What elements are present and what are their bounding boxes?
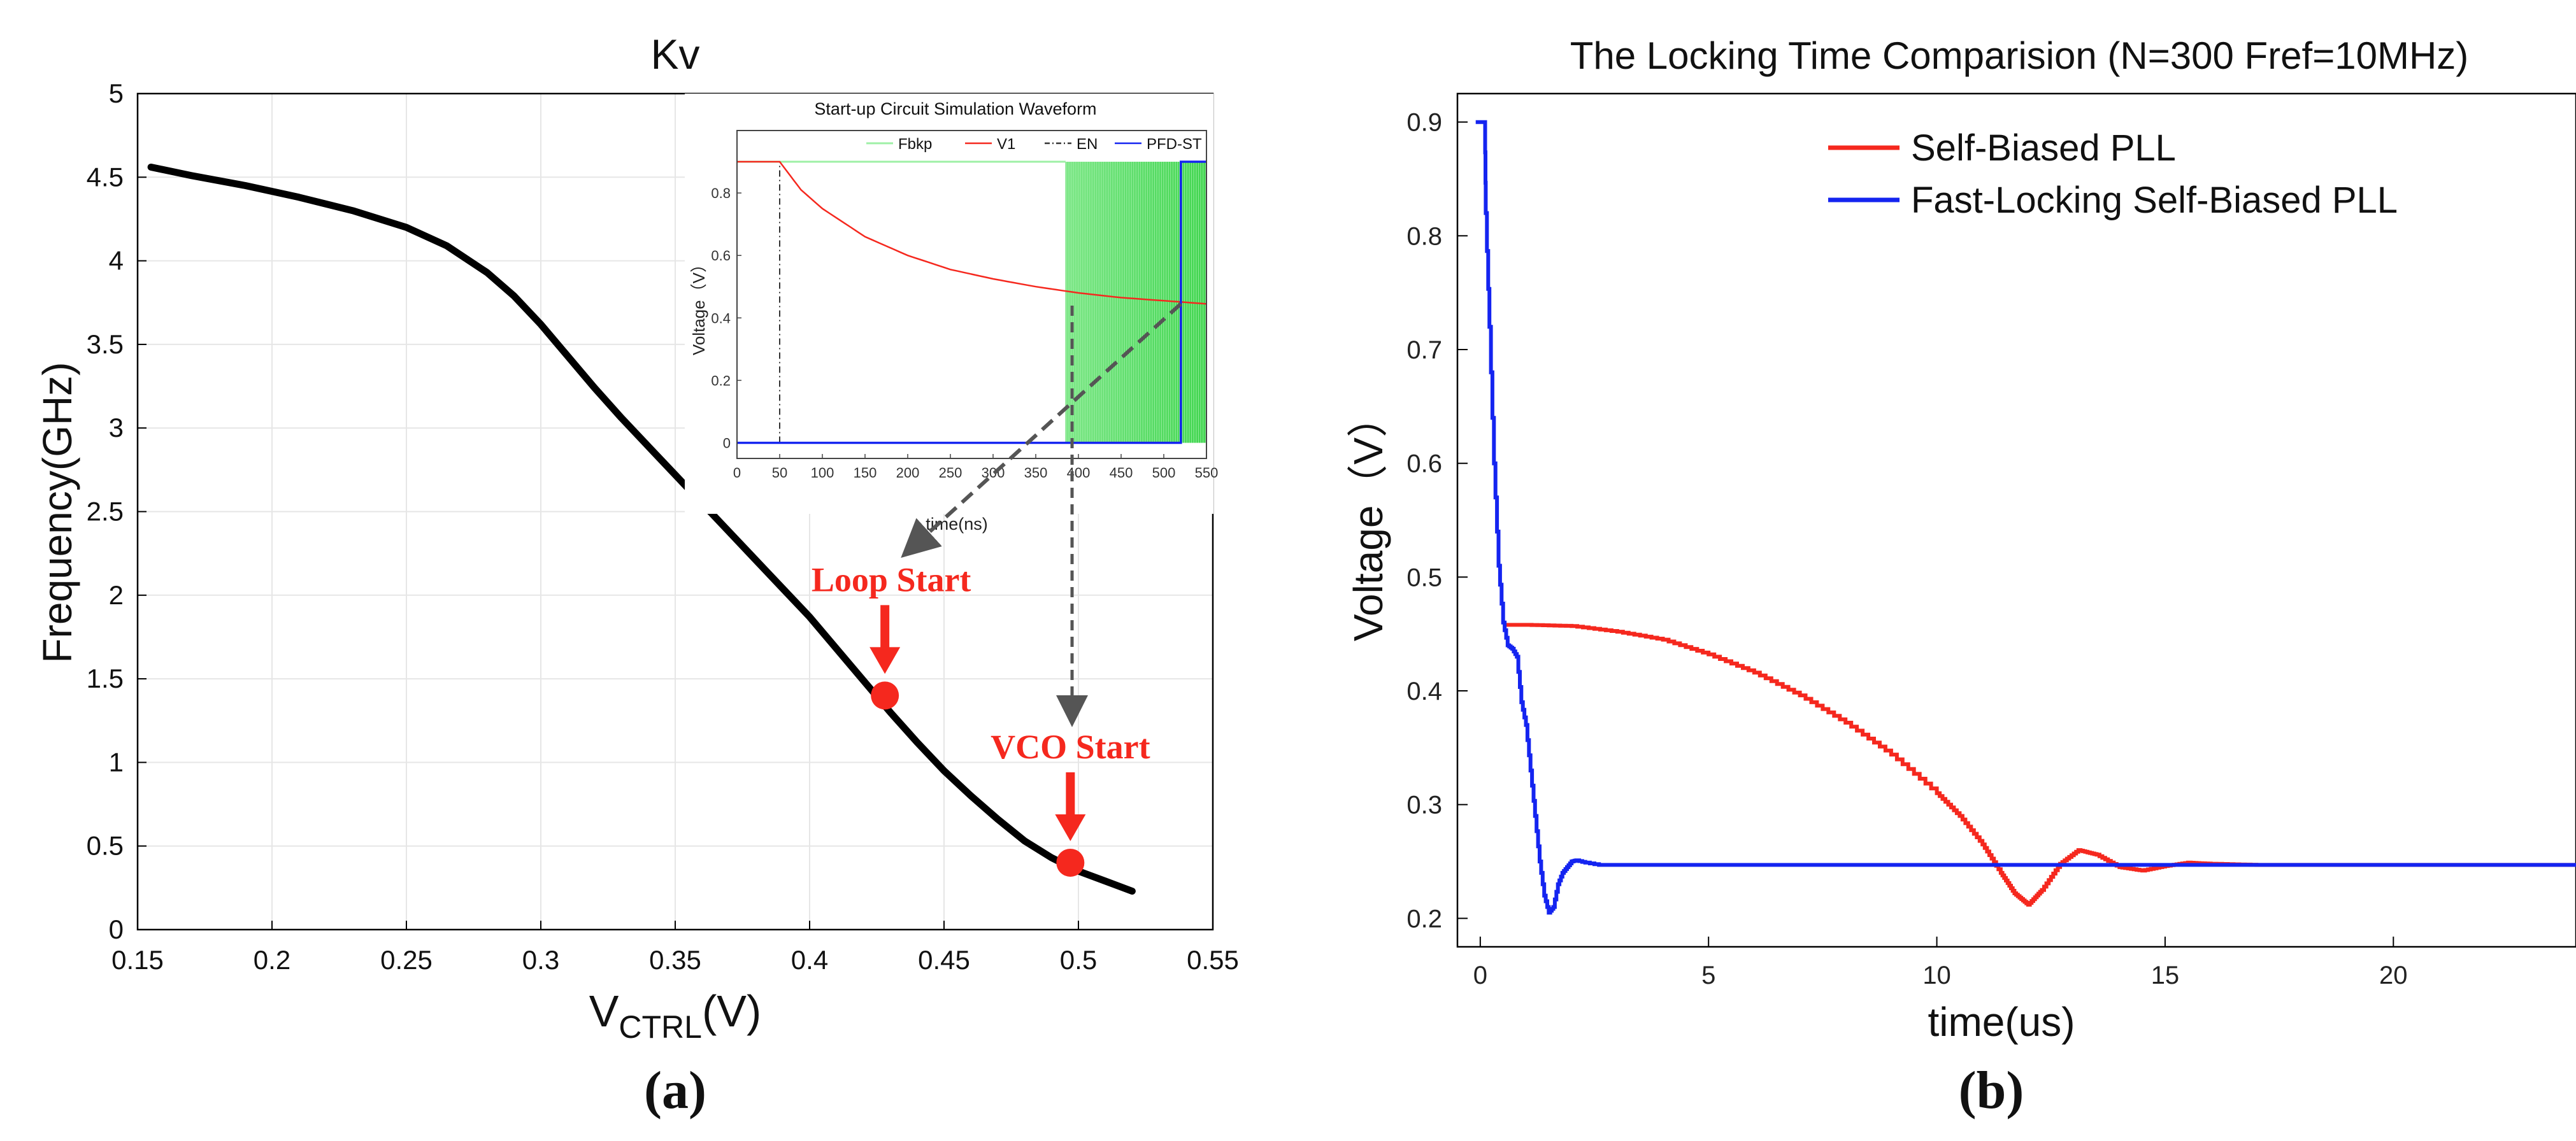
inset-x-tick-label: 100 [811,465,834,481]
v1-line [737,160,1207,305]
x-axis-label-subscript: CTRL [619,1009,702,1045]
kv-curve [147,164,1136,895]
inset-x-tick-label: 500 [1152,465,1176,481]
x-tick-label: 0.45 [918,945,970,975]
x-tick-label: 0.5 [1060,945,1097,975]
inset-x-tick-label: 200 [896,465,920,481]
x-tick-label: 0.15 [111,945,164,975]
y-tick-label: 0.7 [1406,336,1442,364]
x-axis-label-v: V [589,986,619,1036]
marker-dot [1056,848,1085,877]
inset-axes-box [736,130,1207,459]
x-tick-label: 10 [1922,961,1951,989]
inset-x-tick-label: 400 [1067,465,1091,481]
panel-b-ticks: 0 5 10 15 20 0.2 0.3 0.4 0.5 0.6 0.7 0.8 0.9 [1406,109,2407,989]
inset-legend-label: Fbkp [898,136,932,153]
marker-label: VCO Start [991,728,1150,766]
inset-title: Start-up Circuit Simulation Waveform [814,99,1096,118]
panel-b-y-axis-label: Voltage（V） [1345,397,1391,641]
panel-a-y-axis-label: Frequency(GHz) [34,362,80,663]
inset-x-tick-label: 50 [772,465,787,481]
x-axis-label-unit: (V) [702,986,761,1036]
y-tick-label: 0.2 [1406,905,1442,933]
panel-a-label: (a) [644,1061,706,1120]
inset-x-tick-label: 150 [854,465,877,481]
y-tick-label: 1.5 [87,663,124,693]
inset-startup-waveform: Start-up Circuit Simulation Waveform 0 50… [685,94,1218,534]
y-tick-label: 1 [109,747,124,777]
x-tick-label: 0.2 [254,945,290,975]
x-tick-label: 20 [2379,961,2408,989]
marker-arrow-shaft [1066,772,1075,817]
inset-y-tick-label: 0.8 [711,185,731,201]
panel-b-legend: Self-Biased PLL Fast-Locking Self-Biased … [1828,127,2398,221]
x-tick-label: 0.55 [1187,945,1239,975]
legend-label: Fast-Locking Self-Biased PLL [1911,180,2398,221]
panel-a-markers: Loop Start VCO Start [812,560,1150,877]
x-tick-label: 15 [2151,961,2180,989]
legend-label: Self-Biased PLL [1911,127,2176,169]
panel-a-x-axis-label: VCTRL(V) [589,986,762,1045]
loop-start-callout-arrow [901,302,1182,558]
inset-legend-label: V1 [997,136,1015,153]
y-tick-label: 2 [109,580,124,610]
inset-y-tick-label: 0 [723,435,731,451]
inset-y-tick-label: 0.6 [711,248,731,264]
marker-arrow-head [1055,814,1086,841]
x-tick-label: 5 [1701,961,1715,989]
inset-legend-label: EN [1077,136,1098,153]
inset-x-axis-label: time(ns) [926,514,988,534]
pfd-st-line [737,160,1206,444]
inset-x-tick-label: 250 [939,465,962,481]
panel-a-kv-chart: 0.15 0.2 0.25 0.3 0.35 0.4 0.45 0.5 0.5500.511.5… [34,31,1239,1120]
y-tick-label: 4 [109,246,124,276]
x-tick-label: 0.25 [380,945,433,975]
y-tick-label: 0.4 [1406,677,1442,705]
panel-b-label: (b) [1959,1061,2024,1120]
inset-x-tick-label: 550 [1195,465,1219,481]
x-tick-label: 0.35 [649,945,701,975]
x-tick-label: 0 [1473,961,1487,989]
inset-x-tick-label: 0 [733,465,741,481]
marker-label: Loop Start [812,560,971,599]
self-biased-pll-line [1503,623,2576,907]
y-tick-label: 0.3 [1406,791,1442,819]
panel-b-locking-chart: 0 5 10 15 20 0.2 0.3 0.4 0.5 0.6 0.7 0.8 0.9 The Loc… [1345,34,2576,1120]
panel-a-title: Kv [650,31,699,78]
y-tick-label: 0.9 [1406,109,1442,137]
fast-locking-pll-line [1475,120,2576,915]
inset-legend: Fbkp V1 EN PFD-ST [866,136,1202,153]
y-tick-label: 0.5 [87,831,124,861]
inset-x-tick-label: 450 [1110,465,1133,481]
inset-legend-label: PFD-ST [1147,136,1202,153]
panel-b-x-axis-label: time(us) [1928,999,2075,1045]
y-tick-label: 2.5 [87,497,124,527]
inset-x-tick-label: 350 [1024,465,1048,481]
panel-a-ticks: 0.15 0.2 0.25 0.3 0.35 0.4 0.45 0.5 0.5500.511.5… [87,78,1239,975]
y-tick-label: 0.6 [1406,450,1442,478]
panel-b-title: The Locking Time Comparision (N=300 Fref… [1570,34,2469,77]
marker-dot [871,681,899,710]
panel-b-plot-layer [1475,120,2576,915]
y-tick-label: 0.8 [1406,222,1442,250]
y-tick-label: 3 [109,413,124,443]
panel-b-axes-box [1456,92,2576,948]
x-tick-label: 0.4 [791,945,828,975]
panel-a-curve-layer [147,164,1136,895]
inset-y-tick-label: 0.2 [711,372,731,388]
inset-y-tick-label: 0.4 [711,310,731,326]
y-tick-label: 0 [109,914,124,944]
y-tick-label: 4.5 [87,162,124,192]
inset-y-axis-label: Voltage（V） [689,256,708,355]
inset-ticks: 0 50 100 150 200 250 300 350 400 450 500 55000.20.4… [711,185,1218,481]
y-tick-label: 3.5 [87,329,124,359]
y-tick-label: 5 [109,78,124,108]
x-tick-label: 0.3 [522,945,559,975]
marker-arrow-shaft [880,605,890,650]
marker-arrow-head [869,647,901,674]
y-tick-label: 0.5 [1406,563,1442,592]
callout-arrows [901,302,1182,727]
